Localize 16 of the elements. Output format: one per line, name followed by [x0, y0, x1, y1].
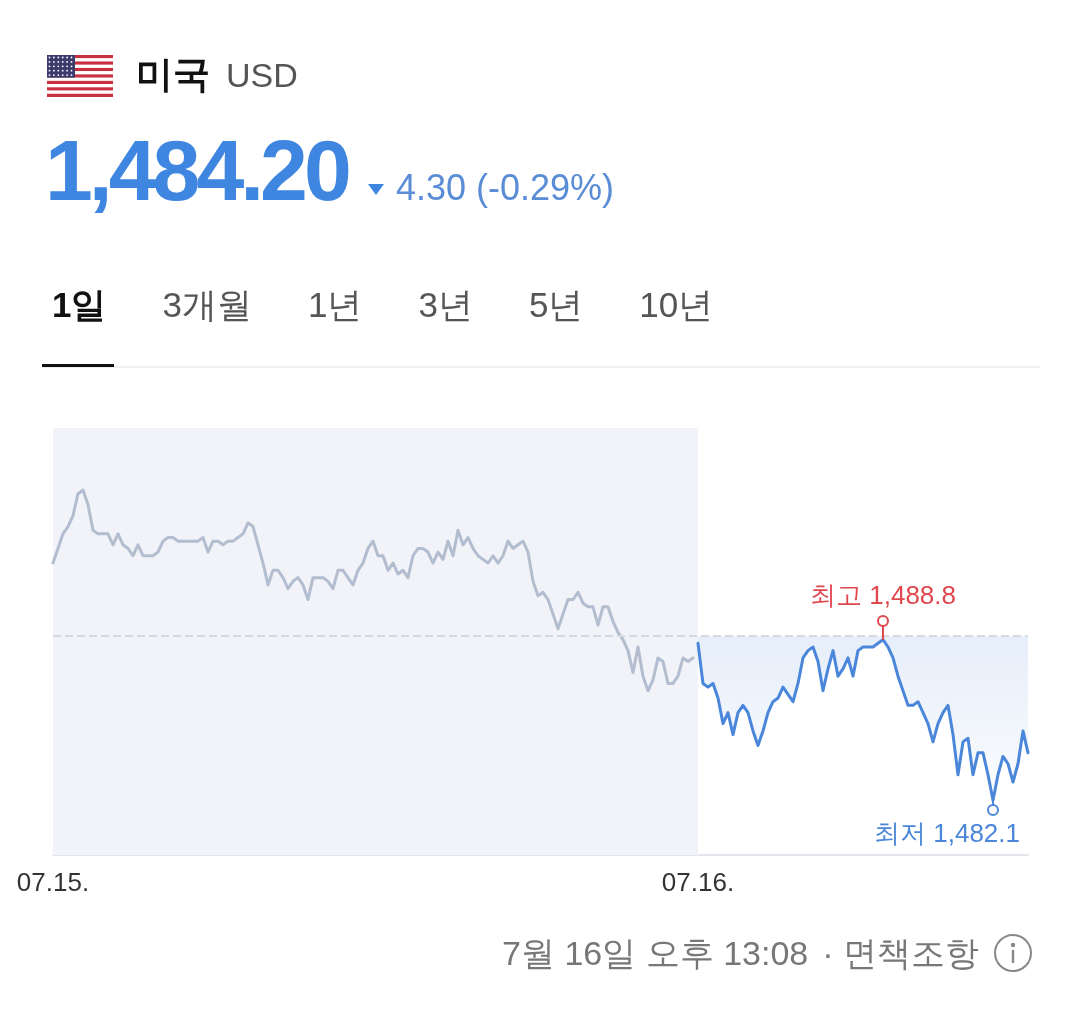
text: 4.30 (-0.29%)	[396, 167, 615, 208]
text: 1년	[307, 284, 363, 326]
x-tick-label: 07.15.	[16, 867, 90, 897]
text: 5년	[528, 284, 584, 326]
chart-title: 미국	[136, 54, 210, 95]
annotation: 최고 1,488.8	[810, 579, 956, 610]
text: 3개월	[162, 284, 252, 326]
chart-subtitle: USD	[226, 56, 298, 94]
annotation: 최저 1,482.1	[874, 818, 1020, 849]
text: 7월 16일 오후 13:08	[502, 933, 809, 974]
text: 1일	[52, 284, 107, 326]
text: 10년	[639, 284, 714, 326]
text: 1,484.20	[45, 122, 348, 218]
text: 3년	[418, 284, 473, 326]
text: · 면책조항	[822, 933, 979, 974]
x-tick-label: 07.16.	[661, 867, 735, 897]
